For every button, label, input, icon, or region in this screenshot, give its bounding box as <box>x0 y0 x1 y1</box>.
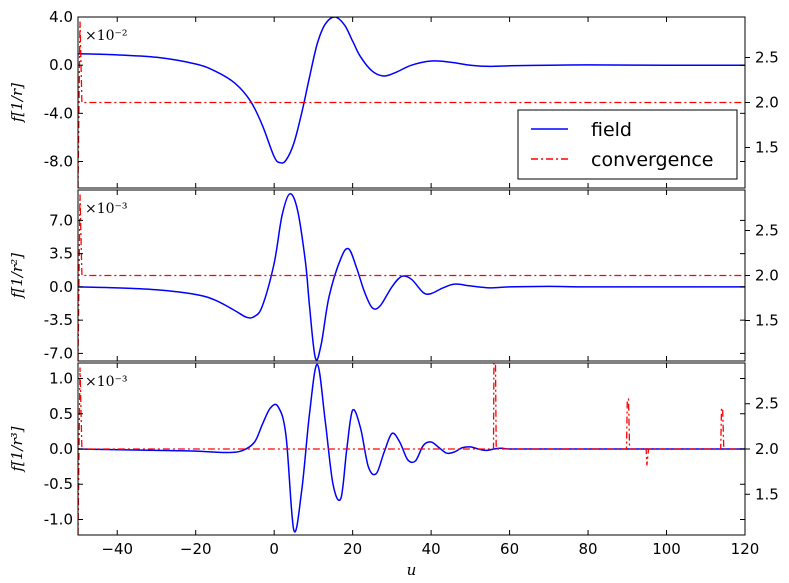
series-convergence-line <box>78 21 745 188</box>
y-tick-label: 3.5 <box>49 245 73 263</box>
y-axis-label: f[1/r³] <box>8 426 26 472</box>
x-tick-label: 100 <box>652 540 681 558</box>
scale-multiplier: ×10⁻³ <box>85 374 128 390</box>
series-convergence-line <box>78 363 745 535</box>
y2-tick-label: 2.5 <box>755 49 779 67</box>
y2-tick-label: 2.5 <box>755 395 779 413</box>
y2-tick-label: 2.0 <box>755 440 779 458</box>
y2-tick-label: 2.0 <box>755 94 779 112</box>
series-field-line <box>78 363 745 533</box>
y-tick-label: -7.0 <box>44 344 73 362</box>
legend-label-field: field <box>591 119 632 141</box>
x-tick-label: 120 <box>731 540 760 558</box>
panel-3: -1.0 -0.5 0.0 0.5 1.0 1.5 2.0 2.5 −40 −20 0 20 40 60 8… <box>8 362 779 579</box>
panel-2: -7.0 -3.5 0.0 3.5 7.0 1.5 2.0 2.5 ×10⁻³ f[1/r²] <box>8 189 779 362</box>
x-tick-label: −20 <box>180 540 212 558</box>
x-tick-label: 0 <box>269 540 279 558</box>
x-tick-label: 20 <box>343 540 362 558</box>
y-tick-label: -8.0 <box>44 153 73 171</box>
panel-1: -8.0 -4.0 0.0 4.0 1.5 2.0 2.5 ×10⁻² f[1/r] <box>8 8 779 189</box>
x-tick-label: 60 <box>500 540 519 558</box>
x-axis-label: u <box>407 561 417 579</box>
y2-tick-label: 1.5 <box>755 139 779 157</box>
y2-tick-label: 1.5 <box>755 485 779 503</box>
y2-tick-label: 2.5 <box>755 222 779 240</box>
y-tick-label: 0.5 <box>49 405 73 423</box>
scale-multiplier: ×10⁻³ <box>85 201 128 217</box>
y-axis-label: f[1/r] <box>8 83 26 123</box>
y-tick-label: 1.0 <box>49 370 73 388</box>
legend: field convergence <box>517 109 738 180</box>
y-tick-label: -3.5 <box>44 311 73 329</box>
y-tick-label: -1.0 <box>44 510 73 528</box>
series-field-line <box>78 193 745 361</box>
y-tick-label: 0.0 <box>49 278 73 296</box>
legend-box <box>517 109 738 180</box>
y2-tick-label: 1.5 <box>755 312 779 330</box>
legend-label-convergence: convergence <box>591 149 713 171</box>
y-axis-label: f[1/r²] <box>8 253 26 299</box>
y-tick-label: 0.0 <box>49 440 73 458</box>
x-tick-label: 40 <box>422 540 441 558</box>
x-tick-label: −40 <box>101 540 133 558</box>
y2-tick-label: 2.0 <box>755 267 779 285</box>
x-tick-label: 80 <box>579 540 598 558</box>
y-tick-label: -0.5 <box>44 475 73 493</box>
y-tick-label: 7.0 <box>49 211 73 229</box>
scale-multiplier: ×10⁻² <box>85 28 128 44</box>
series-convergence-line <box>78 194 745 361</box>
y-tick-label: 0.0 <box>49 56 73 74</box>
y-tick-label: 4.0 <box>49 8 73 26</box>
y-tick-label: -4.0 <box>44 104 73 122</box>
